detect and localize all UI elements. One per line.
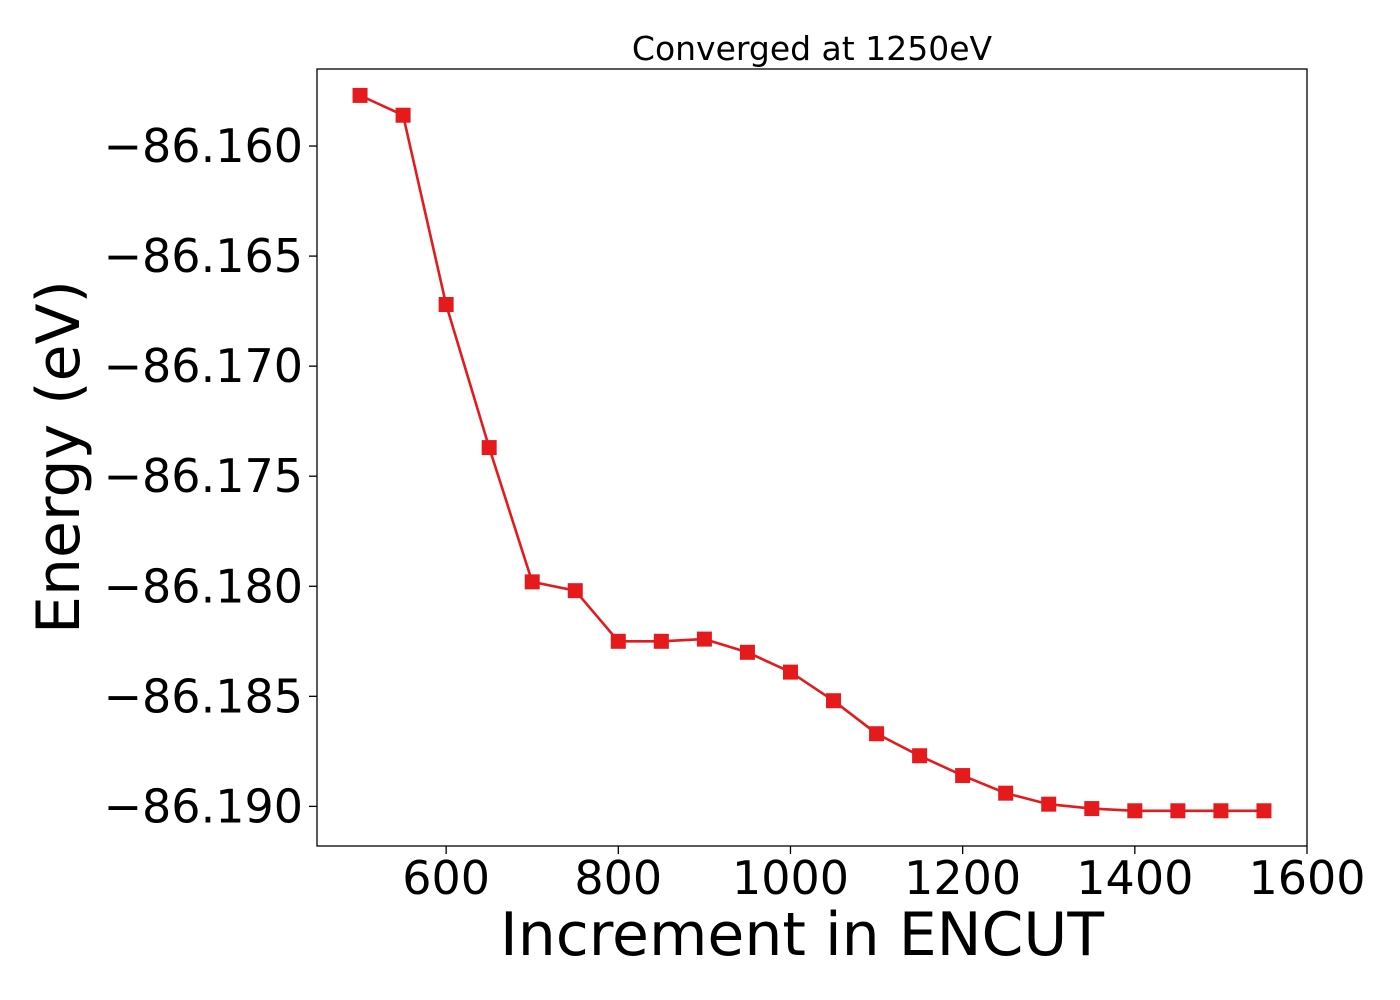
x-tick-label: 1000	[732, 851, 849, 905]
series-line	[359, 94, 1264, 813]
y-axis-ticks: −86.160 −86.165 −86.170 −86.175 −86.180 −86.1…	[104, 119, 317, 833]
data-point-marker	[524, 574, 540, 590]
x-tick-label: 1600	[1248, 851, 1365, 905]
y-tick-label: −86.170	[104, 339, 304, 393]
data-point-marker	[1041, 796, 1057, 812]
data-point-marker	[1170, 803, 1186, 819]
y-tick-label: −86.160	[104, 119, 304, 173]
y-tick-label: −86.185	[104, 669, 304, 723]
data-point-marker	[1213, 803, 1229, 819]
data-point-marker	[395, 107, 411, 123]
y-tick-label: −86.165	[104, 229, 304, 283]
data-point-marker	[869, 726, 885, 742]
x-tick-label: 1200	[904, 851, 1021, 905]
data-point-marker	[567, 583, 583, 599]
data-point-marker	[782, 664, 798, 680]
y-tick-label: −86.180	[104, 559, 304, 613]
data-point-marker	[998, 785, 1014, 801]
data-point-marker	[438, 297, 454, 313]
data-point-marker	[696, 631, 712, 647]
x-tick-label: 600	[402, 851, 490, 905]
y-tick-label: −86.190	[104, 779, 304, 833]
x-tick-label: 800	[574, 851, 662, 905]
data-point-marker	[955, 768, 971, 784]
data-point-marker	[1127, 803, 1143, 819]
x-tick-label: 1400	[1076, 851, 1193, 905]
series-layer	[352, 87, 1272, 819]
data-point-marker	[826, 693, 842, 709]
data-point-marker	[481, 440, 497, 456]
y-axis-label: Energy (eV)	[24, 280, 94, 634]
plot-area-frame	[316, 68, 1308, 847]
y-tick-label: −86.175	[104, 449, 304, 503]
x-axis-label: Increment in ENCUT	[500, 900, 1104, 970]
x-axis-ticks: 600 800 1000 1200 1400 1600	[402, 846, 1366, 905]
data-point-marker	[610, 633, 626, 649]
data-point-marker	[653, 633, 669, 649]
data-point-marker	[1256, 803, 1272, 819]
data-point-marker	[739, 644, 755, 660]
data-point-marker	[1084, 801, 1100, 817]
chart-title: Converged at 1250eV	[632, 29, 993, 68]
data-point-marker	[912, 748, 928, 764]
data-point-marker	[352, 87, 368, 103]
